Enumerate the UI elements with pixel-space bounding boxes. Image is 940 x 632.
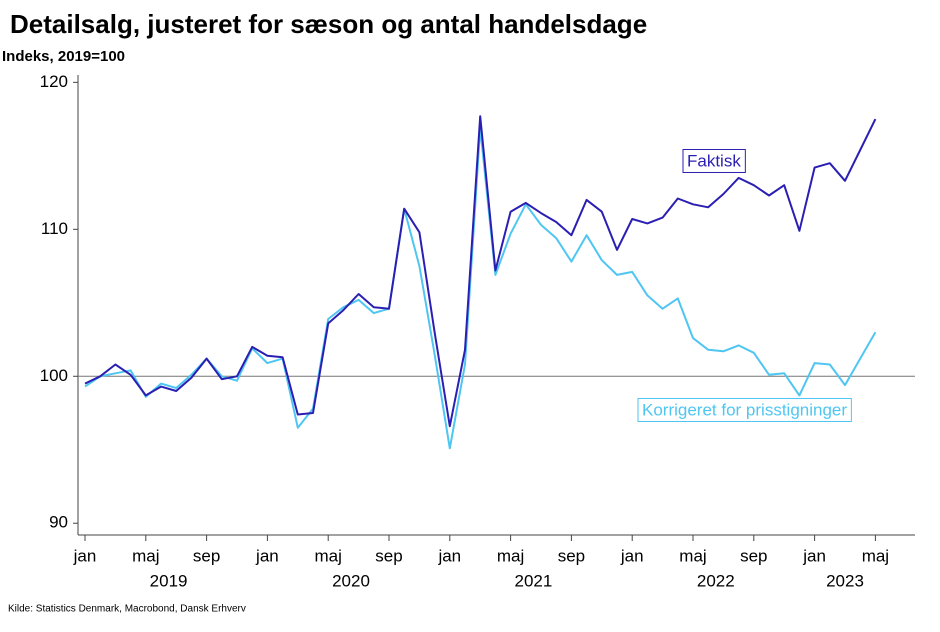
y-tick-label: 110 bbox=[41, 219, 68, 238]
x-tick-label: sep bbox=[740, 546, 767, 565]
x-group-label: 2020 bbox=[332, 571, 370, 590]
legend-box bbox=[637, 397, 852, 422]
x-tick-label: jan bbox=[620, 546, 644, 565]
x-tick-label: maj bbox=[679, 546, 706, 565]
x-group-label: 2022 bbox=[697, 571, 735, 590]
x-group-label: 2023 bbox=[826, 571, 864, 590]
line-series bbox=[84, 115, 877, 428]
x-tick-label: maj bbox=[497, 546, 524, 565]
x-tick-label: maj bbox=[132, 546, 159, 565]
x-group-label: 2021 bbox=[514, 571, 552, 590]
y-tick-label: 100 bbox=[40, 366, 68, 385]
x-tick-label: maj bbox=[314, 546, 341, 565]
chart-subtitle: Indeks, 2019=100 bbox=[2, 48, 125, 65]
y-tick-label: 90 bbox=[49, 513, 68, 532]
source: Kilde: Statistics Denmark, Macrobond, Da… bbox=[8, 604, 246, 615]
x-tick-label: jan bbox=[73, 546, 97, 565]
chart-title: Detailsalg, justeret for sæson og antal … bbox=[10, 9, 647, 39]
x-tick-label: sep bbox=[193, 546, 220, 565]
x-group-label: 2019 bbox=[150, 571, 188, 590]
x-tick-label: jan bbox=[802, 546, 826, 565]
legend-box bbox=[682, 148, 746, 173]
legend-label: Faktisk bbox=[687, 151, 741, 170]
y-tick-label: 120 bbox=[40, 72, 68, 91]
x-tick-label: jan bbox=[437, 546, 461, 565]
x-tick-label: sep bbox=[558, 546, 585, 565]
x-tick-label: maj bbox=[862, 546, 889, 565]
legend-label: Korrigeret for prisstigninger bbox=[642, 400, 847, 419]
x-tick-label: sep bbox=[375, 546, 402, 565]
x-tick-label: jan bbox=[255, 546, 279, 565]
